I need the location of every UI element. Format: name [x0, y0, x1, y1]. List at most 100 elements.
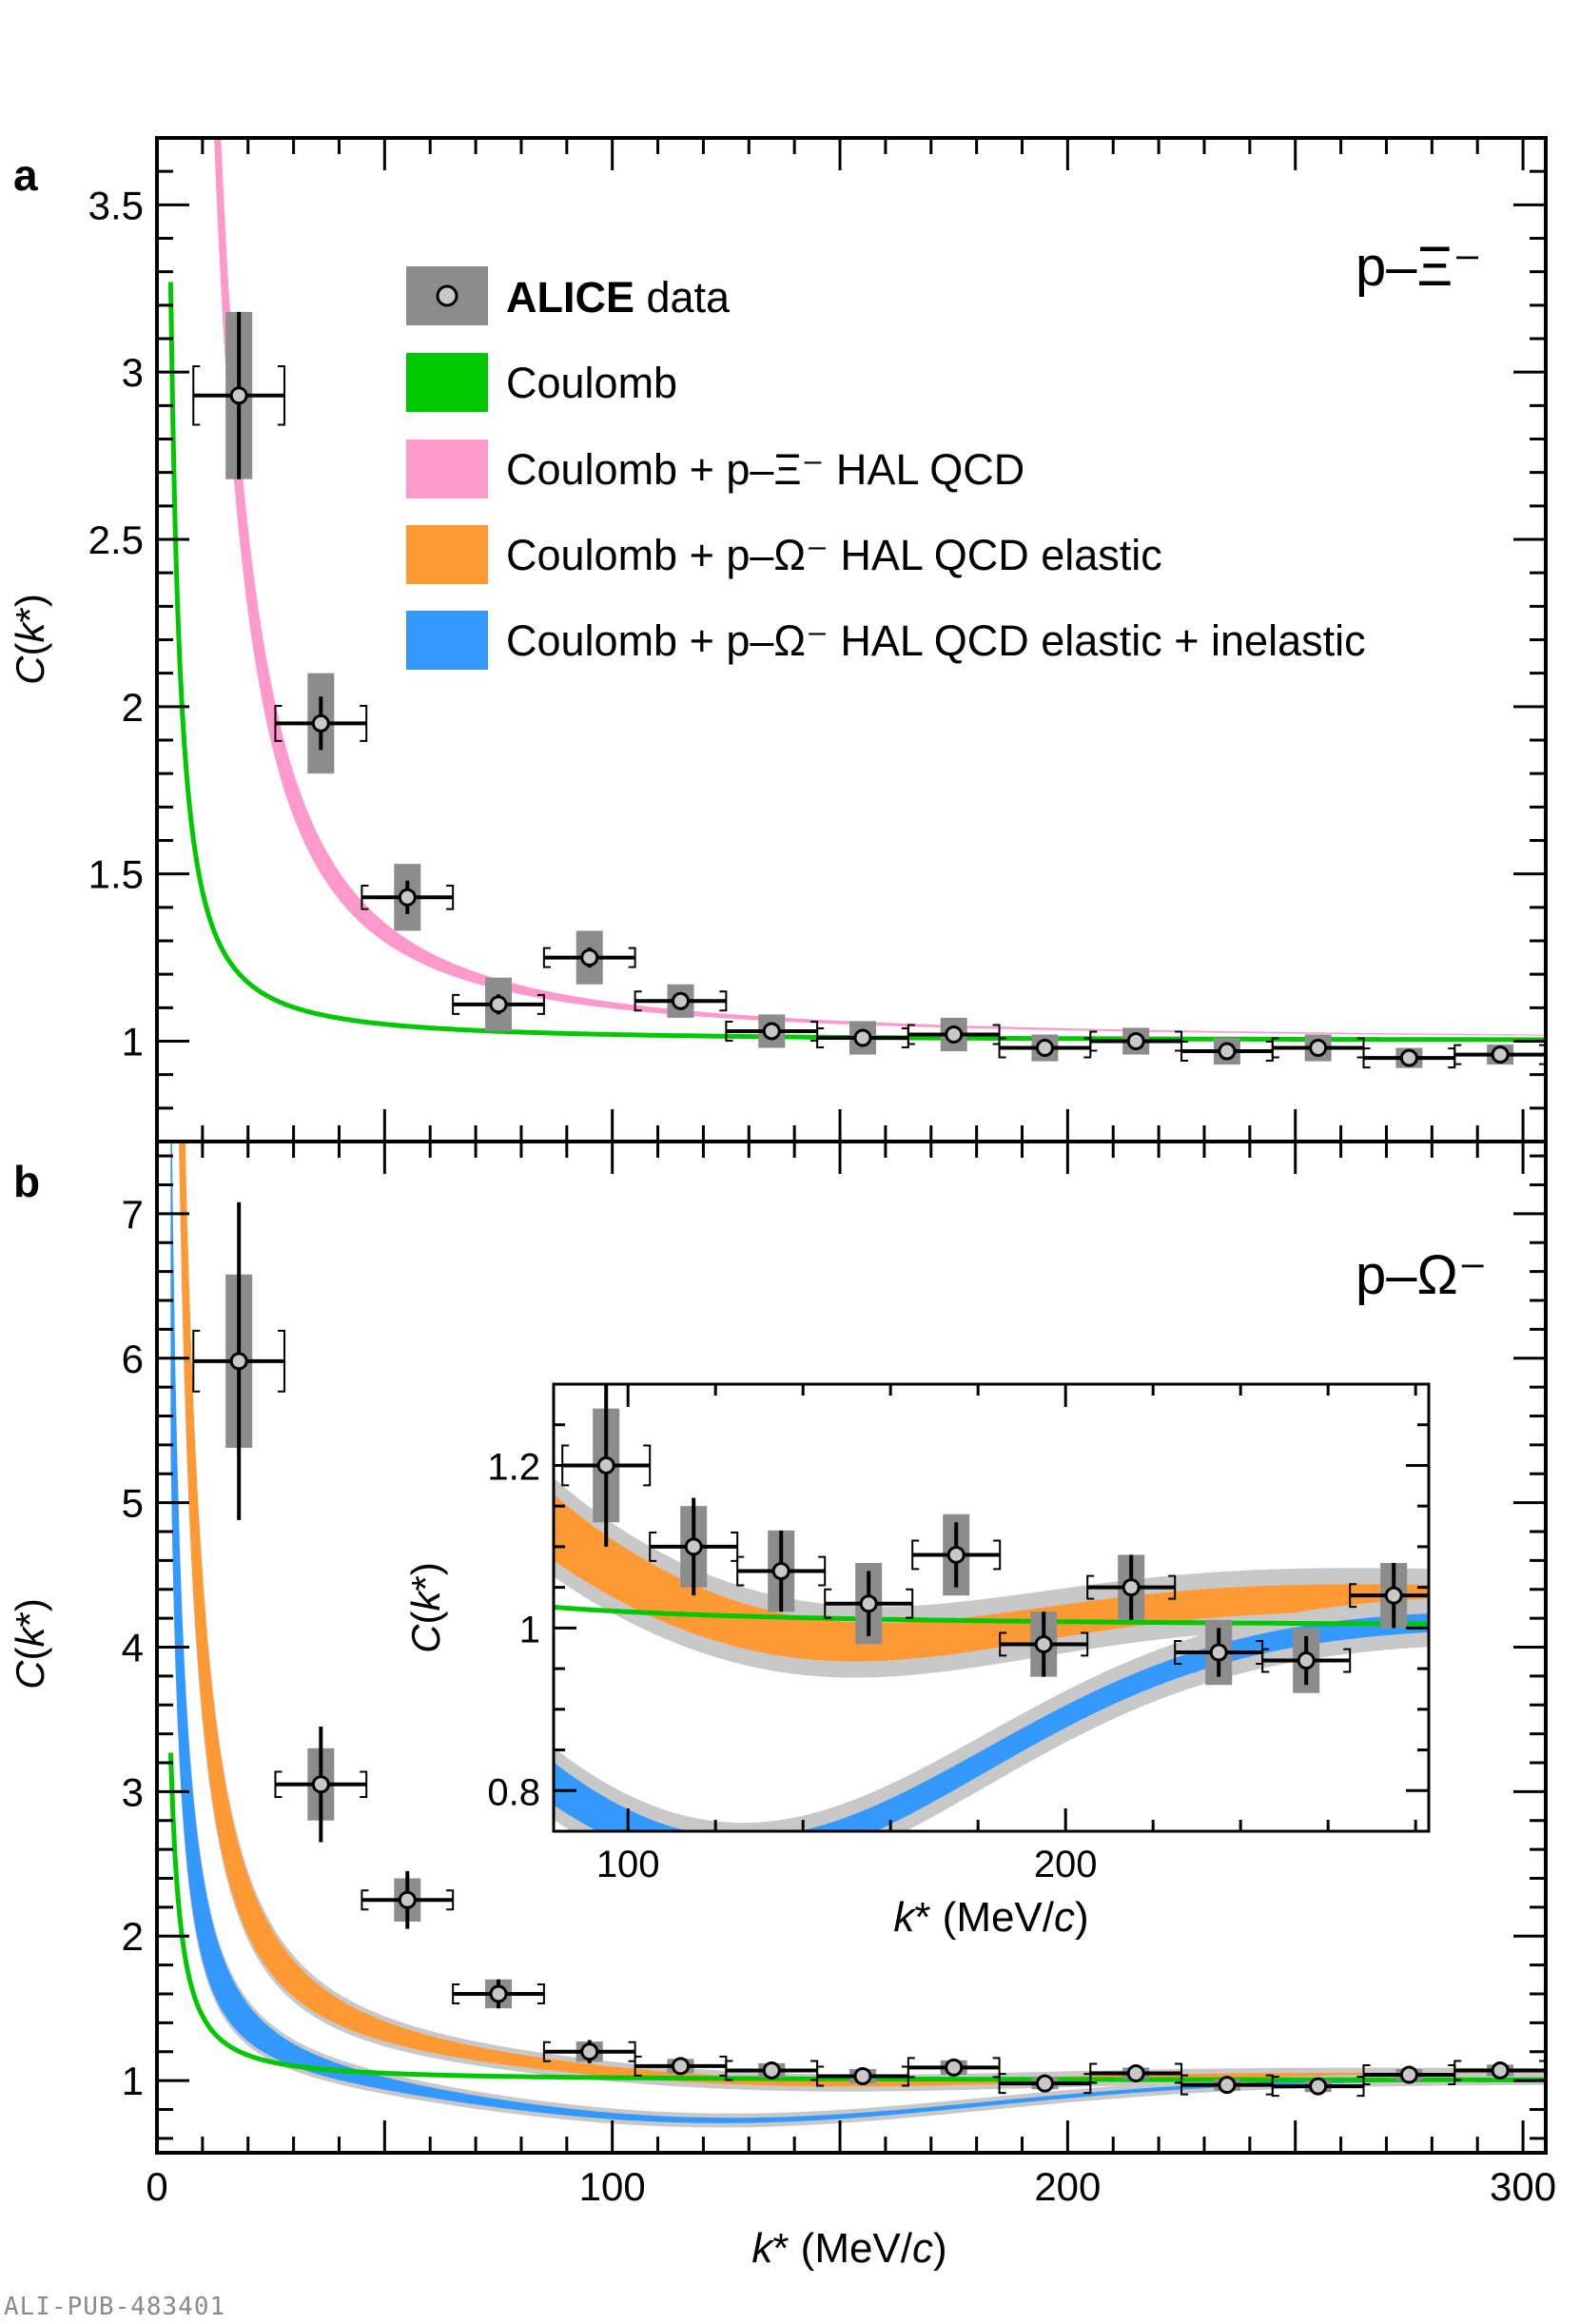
data-point — [1218, 1042, 1237, 1061]
data-point — [671, 991, 690, 1010]
syst-bracket-left — [542, 2041, 551, 2062]
syst-bracket-left — [907, 1024, 915, 1045]
panel-a: 1 1.5 2 2.5 3 3.5 a p–Ξ⁻ — [13, 136, 1548, 1143]
legend-swatch-omega-elastic — [406, 525, 488, 584]
data-point — [762, 2060, 781, 2080]
y-tick-label: 5 — [122, 1481, 144, 1526]
syst-bracket-left — [816, 1026, 825, 1048]
y-tick-label: 1 — [122, 2059, 144, 2103]
syst-bracket-right — [719, 990, 728, 1012]
panel-a-curves — [167, 138, 1546, 1043]
x-tick-label: 300 — [1490, 2164, 1556, 2209]
legend-swatch-omega-inelastic — [406, 611, 488, 670]
y-tick-label: 1 — [519, 1609, 540, 1650]
legend-data-marker — [436, 284, 458, 307]
y-tick-label: 6 — [122, 1337, 144, 1381]
data-point — [229, 386, 248, 405]
data-point — [684, 1537, 703, 1556]
plot-frame — [552, 1382, 1431, 1833]
data-point — [1209, 1643, 1228, 1662]
panel-a-axes: 1 1.5 2 2.5 3 3.5 — [88, 136, 1548, 1143]
legend-label-xi-hal: Coulomb + p–Ξ⁻ HAL QCD — [506, 445, 1024, 494]
panel-b-label: b — [13, 1157, 40, 1206]
data-point — [853, 2067, 872, 2086]
syst-bracket-right — [628, 947, 636, 968]
data-point — [596, 1455, 615, 1474]
data-point — [1491, 2060, 1510, 2080]
panel-b-points — [192, 1201, 1546, 2098]
x-tick-label: 200 — [1034, 1844, 1098, 1885]
panel-a-points — [192, 311, 1546, 1069]
syst-bracket-left — [998, 1037, 1006, 1059]
inset-y-axis-title: C(k*) — [403, 1562, 448, 1653]
syst-bracket-left — [998, 2073, 1006, 2095]
data-point — [771, 1562, 790, 1581]
data-point — [311, 1775, 330, 1794]
panel-a-system-label: p–Ξ⁻ — [1356, 236, 1482, 298]
syst-bracket-left — [1089, 2062, 1098, 2084]
data-point — [311, 713, 330, 732]
syst-bracket-right — [1539, 1044, 1546, 1065]
syst-bracket-right — [278, 365, 286, 426]
x-tick-label: 100 — [579, 2164, 646, 2209]
syst-bracket-right — [446, 1889, 455, 1911]
data-point — [945, 1025, 964, 1044]
data-point — [580, 2042, 599, 2061]
data-point — [1035, 2074, 1054, 2093]
legend: ALICE data Coulomb Coulomb + p–Ξ⁻ HAL QC… — [406, 266, 1366, 670]
data-point — [1218, 2076, 1237, 2095]
syst-bracket-left — [542, 947, 551, 968]
inset-inelastic-band — [554, 1612, 1429, 1831]
legend-label-omega-elastic: Coulomb + p–Ω⁻ HAL QCD elastic — [506, 531, 1162, 579]
panel-a-label: a — [13, 150, 38, 200]
panel-b: 1 2 3 4 5 6 7 0 100 200 300 b p–Ω⁻ — [13, 1140, 1556, 2209]
panel-b-y-axis-title: C(k*) — [8, 1598, 52, 1689]
syst-bracket-left — [1362, 1047, 1371, 1069]
syst-bracket-right — [360, 1770, 368, 1799]
inset-points — [561, 1384, 1437, 1693]
data-point — [489, 995, 508, 1014]
syst-bracket-left — [907, 2057, 915, 2079]
data-point — [1399, 2065, 1418, 2084]
data-point — [1035, 1039, 1054, 1058]
watermark: ALI-PUB-483401 — [4, 2293, 226, 2321]
data-point — [580, 948, 599, 967]
x-tick-label: 200 — [1034, 2164, 1101, 2209]
y-tick-label: 2 — [122, 1914, 144, 1959]
syst-bracket-left — [192, 365, 201, 426]
data-point — [946, 1545, 966, 1564]
data-point — [853, 1028, 872, 1047]
y-tick-label: 1.2 — [487, 1446, 540, 1488]
syst-bracket-right — [1431, 1584, 1437, 1607]
syst-bracket-left — [192, 1329, 201, 1393]
data-point — [1491, 1045, 1510, 1064]
y-tick-label: 2 — [122, 685, 144, 730]
inset-axes: 0.8 1 1.2 100 200 — [487, 1382, 1431, 1885]
syst-bracket-left — [1453, 1044, 1462, 1065]
legend-swatch-coulomb — [406, 353, 488, 412]
syst-bracket-right — [1175, 2062, 1183, 2084]
syst-bracket-right — [278, 1329, 286, 1393]
y-tick-label: 0.8 — [487, 1771, 540, 1813]
legend-swatch-xi-hal — [406, 439, 488, 498]
inset-coulomb-curve — [554, 1604, 1429, 1627]
syst-bracket-left — [1453, 2060, 1462, 2081]
data-point — [229, 1352, 248, 1371]
y-tick-label: 1 — [122, 1020, 144, 1064]
y-tick-label: 4 — [122, 1626, 144, 1670]
syst-bracket-left — [816, 2065, 825, 2087]
panel-b-system-label: p–Ω⁻ — [1356, 1244, 1488, 1306]
data-point — [1034, 1634, 1053, 1653]
data-point — [1126, 1032, 1145, 1050]
syst-bracket-right — [628, 2041, 636, 2062]
inset-elastic-band — [554, 1494, 1429, 1662]
y-tick-label: 3.5 — [88, 183, 144, 227]
data-point — [859, 1594, 878, 1613]
data-point — [1309, 2077, 1328, 2096]
data-point — [1297, 1651, 1316, 1670]
data-point — [671, 2057, 690, 2076]
elastic-band — [179, 1142, 1546, 2087]
syst-bracket-left — [1089, 1030, 1098, 1052]
x-tick-label: 100 — [596, 1844, 660, 1885]
